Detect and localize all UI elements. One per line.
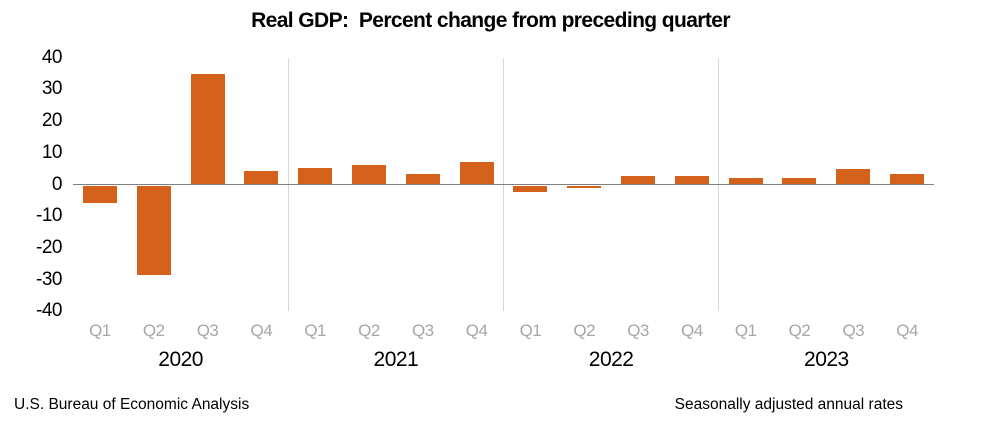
quarter-tick-label: Q4 <box>896 321 918 340</box>
gdp-bar <box>244 171 279 185</box>
y-tick-label: -40 <box>36 300 62 322</box>
year-label: 2022 <box>588 348 634 371</box>
y-tick-label: 20 <box>41 110 63 132</box>
quarter-tick-label: Q3 <box>196 321 219 340</box>
quarter-tick-label: Q2 <box>358 321 380 340</box>
gdp-bar <box>890 174 925 185</box>
gdp-bar <box>513 186 548 193</box>
quarter-tick-label: Q3 <box>627 321 649 340</box>
quarter-tick-label: Q2 <box>142 321 165 340</box>
quarter-tick-label: Q4 <box>465 321 488 340</box>
gdp-bar <box>82 186 117 203</box>
year-label: 2021 <box>373 348 419 371</box>
gdp-bar <box>298 168 333 185</box>
rates-note: Seasonally adjusted annual rates <box>674 396 903 413</box>
quarter-tick-label: Q3 <box>842 321 865 340</box>
gdp-bar <box>136 186 171 275</box>
quarter-tick-label: Q1 <box>734 321 757 340</box>
y-tick-label: 30 <box>41 78 63 100</box>
gdp-bar <box>459 162 494 185</box>
gdp-bar <box>728 177 763 185</box>
year-label: 2020 <box>158 348 203 371</box>
zero-axis-line <box>73 183 934 186</box>
gdp-bar <box>351 164 386 185</box>
y-tick-label: 40 <box>41 46 63 68</box>
quarter-tick-label: Q4 <box>681 321 703 340</box>
gdp-bar <box>674 176 709 185</box>
gdp-bar <box>567 186 602 188</box>
gdp-bar <box>190 74 225 185</box>
gdp-bar <box>836 168 871 185</box>
y-tick-label: -20 <box>36 236 62 258</box>
y-tick-label: -10 <box>36 205 62 227</box>
y-tick-label: -30 <box>36 268 62 290</box>
chart-title: Real GDP: Percent change from preceding … <box>251 9 730 32</box>
quarter-tick-label: Q2 <box>788 321 811 340</box>
quarter-tick-label: Q1 <box>89 321 111 340</box>
y-tick-label: 0 <box>51 173 63 195</box>
source-note: U.S. Bureau of Economic Analysis <box>14 396 250 413</box>
quarter-tick-label: Q3 <box>411 321 434 340</box>
quarter-tick-label: Q1 <box>304 321 326 340</box>
year-label: 2023 <box>804 348 849 371</box>
y-tick-label: 10 <box>41 141 63 163</box>
quarter-tick-label: Q4 <box>250 321 273 340</box>
quarter-tick-label: Q1 <box>519 321 542 340</box>
gdp-bar <box>782 177 817 185</box>
gdp-bar <box>621 175 656 185</box>
quarter-tick-label: Q2 <box>573 321 596 340</box>
gdp-bar <box>405 174 440 185</box>
